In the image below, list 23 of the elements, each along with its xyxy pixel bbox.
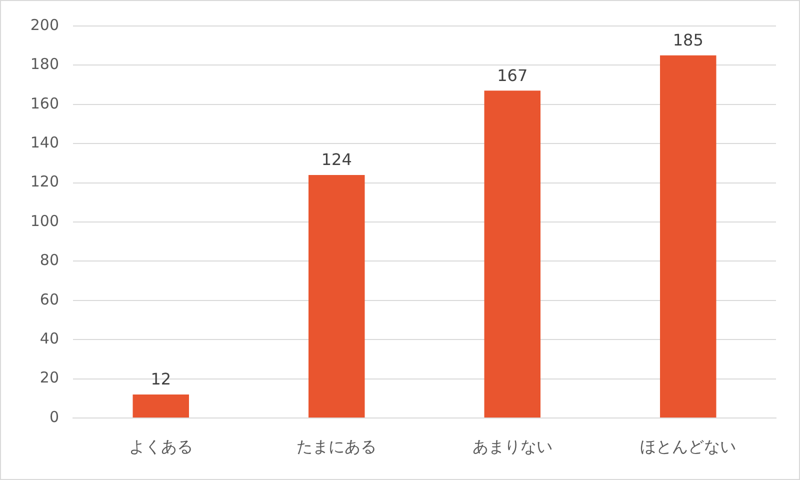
y-tick-label: 60 [40, 290, 59, 308]
bar [660, 55, 716, 418]
y-tick-label: 0 [49, 408, 59, 426]
bar [308, 174, 365, 418]
x-tick-label: あまりない [472, 436, 552, 456]
x-tick-label: たまにある [296, 436, 377, 456]
y-tick-label: 120 [30, 172, 59, 191]
y-tick-label: 80 [40, 251, 59, 270]
y-tick-label: 20 [40, 368, 59, 387]
data-label: 185 [672, 30, 704, 50]
y-tick-label: 160 [30, 94, 59, 112]
x-tick-label: ほとんどない [640, 436, 736, 456]
bar [484, 90, 540, 418]
x-tick-label: よくある [128, 436, 193, 456]
data-label: 124 [321, 150, 352, 170]
bar [132, 394, 189, 418]
y-tick-label: 140 [30, 133, 59, 152]
y-tick-label: 180 [30, 55, 59, 74]
y-tick-label: 200 [30, 16, 59, 34]
y-tick-label: 100 [30, 212, 59, 230]
y-tick-label: 40 [40, 329, 59, 348]
data-label: 12 [150, 370, 172, 389]
data-label: 167 [497, 66, 528, 85]
